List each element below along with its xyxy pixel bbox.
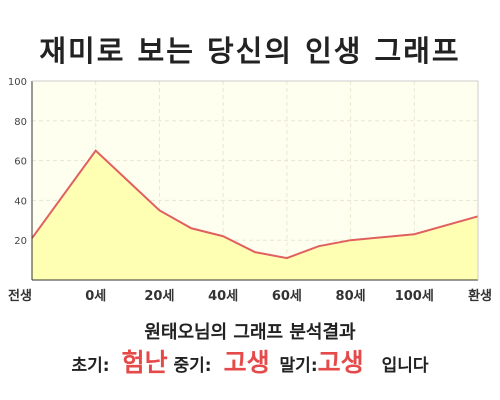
series-area-fill <box>32 150 478 280</box>
x-tick-label: 40세 <box>208 289 238 304</box>
early-label: 초기: <box>71 356 110 376</box>
analysis-verdict: 초기: 험난 중기: 고생 말기:고생 입니다 <box>0 343 500 379</box>
axes <box>31 80 479 281</box>
x-tick-label: 환생 <box>468 288 492 304</box>
early-value: 험난 <box>121 348 168 377</box>
x-tick-label: 20세 <box>144 289 174 304</box>
x-tick-label: 80세 <box>336 289 366 304</box>
x-tick-label: 0세 <box>85 289 106 304</box>
y-tick-label: 80 <box>14 117 27 128</box>
analysis-summary: 원태오님의 그래프 분석결과 <box>144 322 356 343</box>
chart-title: 재미로 보는 당신의 인생 그래프 <box>39 34 461 68</box>
series-line <box>31 149 479 260</box>
late-label: 말기: <box>279 356 318 376</box>
y-tick-labels: 20 40 60 80 100 <box>8 77 27 247</box>
late-value: 고생 <box>317 348 364 377</box>
y-tick-label: 40 <box>14 196 27 207</box>
middle-value: 고생 <box>223 348 270 377</box>
middle-label: 중기: <box>173 356 212 376</box>
x-tick-labels: 전생 0세 20세 40세 60세 80세 100세 환생 <box>8 288 492 304</box>
x-tick-label: 전생 <box>8 288 32 304</box>
ending-text: 입니다 <box>381 356 429 376</box>
y-tick-label: 20 <box>14 236 27 247</box>
y-tick-label: 60 <box>14 157 27 168</box>
y-tick-label: 100 <box>8 77 27 88</box>
x-tick-label: 60세 <box>272 289 302 304</box>
x-tick-label: 100세 <box>395 289 434 304</box>
